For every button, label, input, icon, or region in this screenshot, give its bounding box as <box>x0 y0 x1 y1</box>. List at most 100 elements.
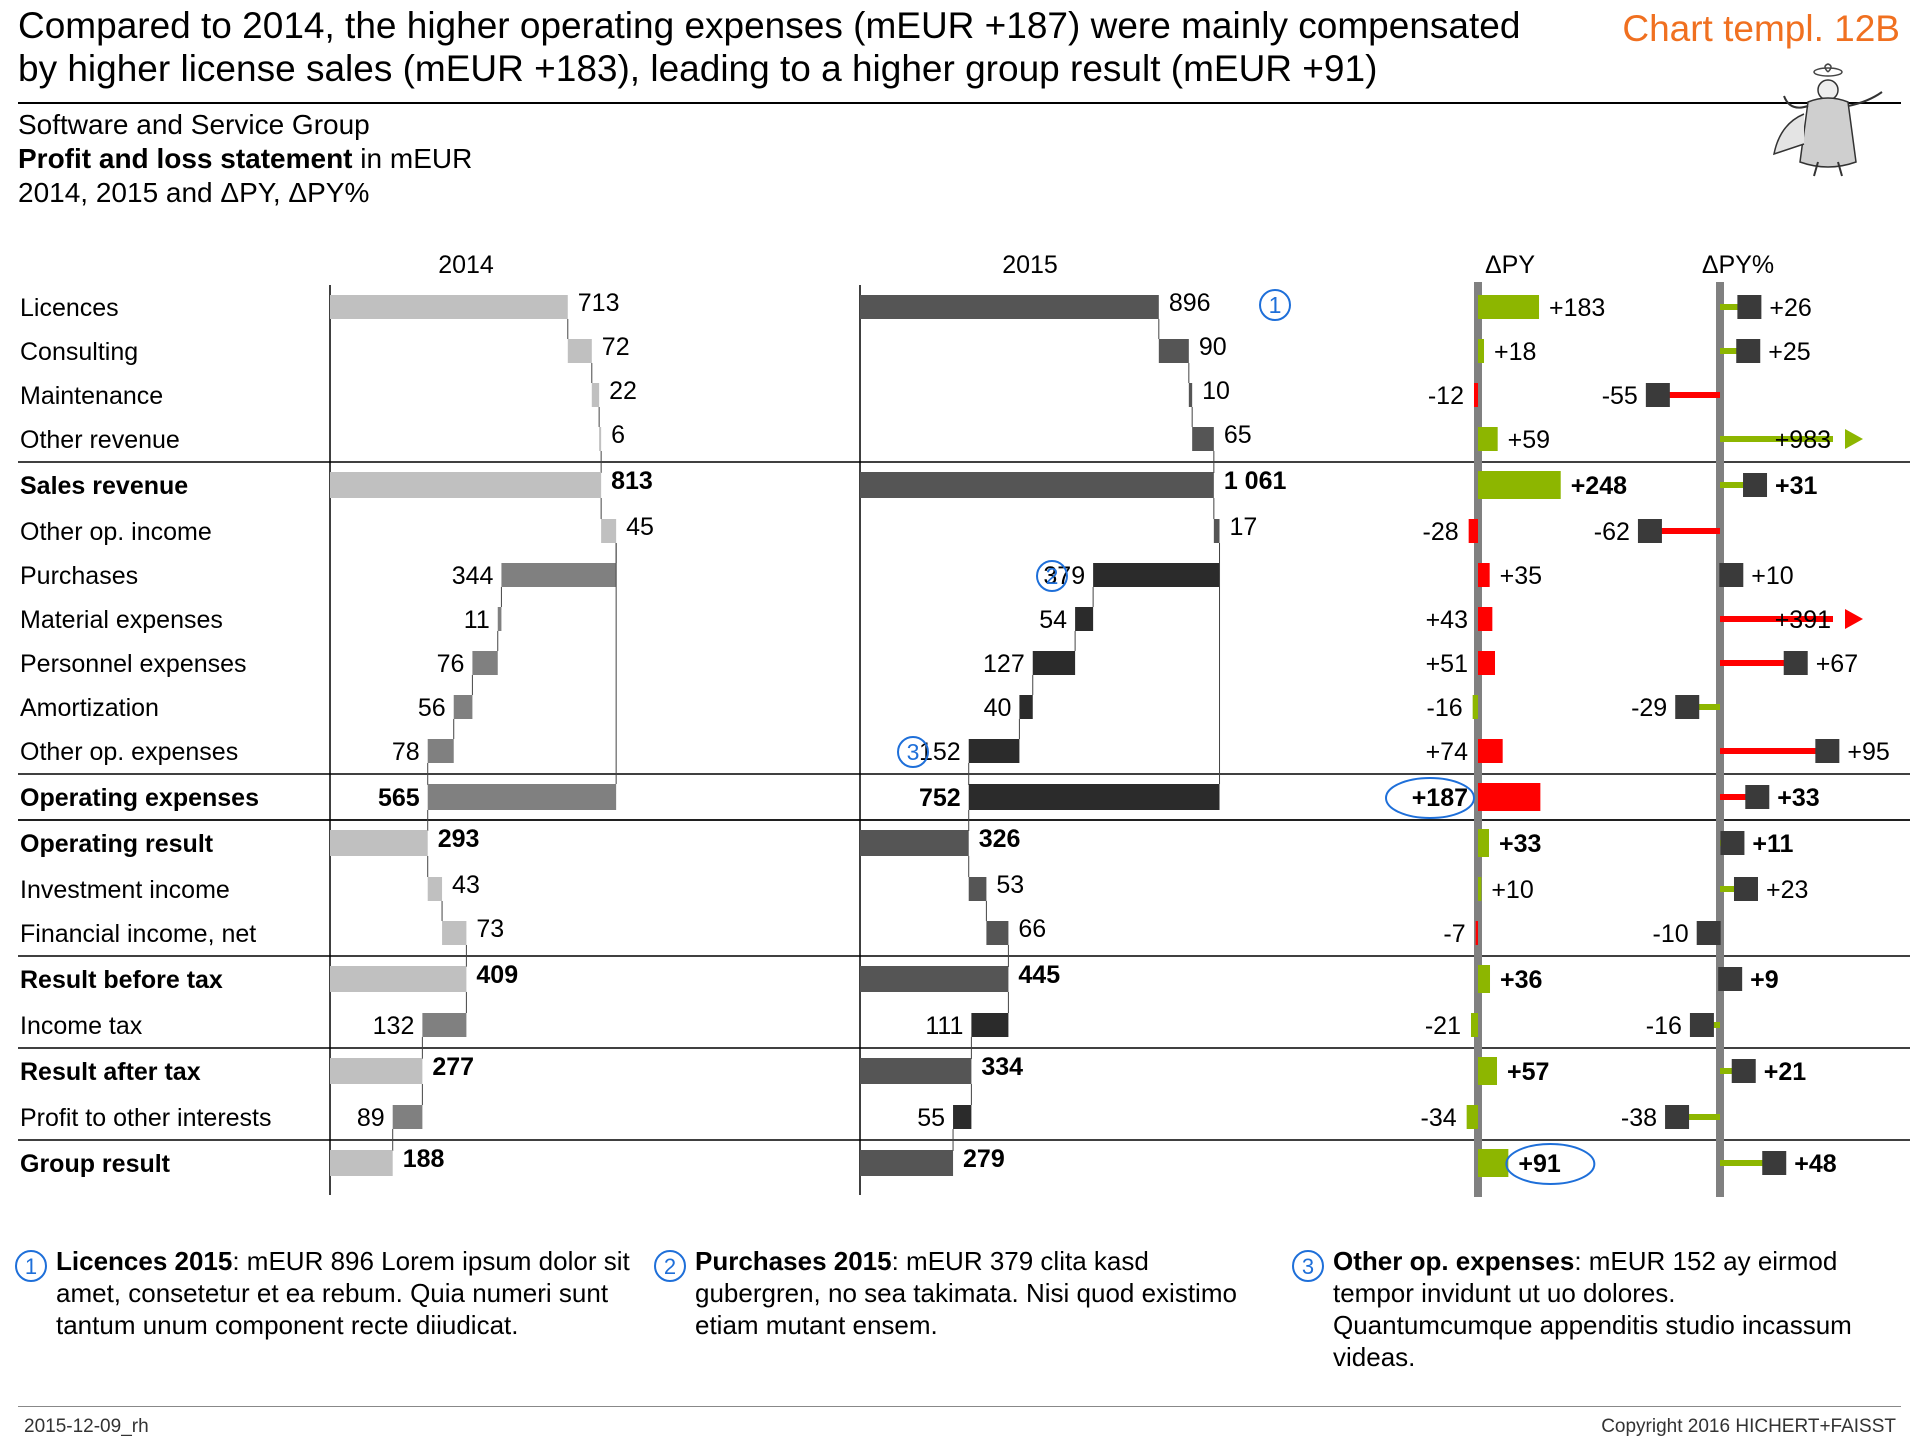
delta-bar-4 <box>1478 471 1561 499</box>
bar-2015-bar-0 <box>860 295 1159 319</box>
callout-1-icon: 1 <box>15 1250 47 1282</box>
row-label-2: Maintenance <box>20 382 163 410</box>
delta-bar-16 <box>1470 1013 1478 1037</box>
delta-label-3: +59 <box>1508 426 1550 454</box>
delta-highlight-19 <box>1505 1143 1596 1185</box>
bar-2015-bar-4 <box>860 472 1214 498</box>
bar-2014-bar-8 <box>472 651 498 675</box>
delta-label-15: +36 <box>1500 966 1542 994</box>
delta-bar-0 <box>1478 295 1540 319</box>
row-label-4: Sales revenue <box>20 472 188 500</box>
callout-3-marker <box>897 736 929 768</box>
pct-label-19: +48 <box>1794 1150 1837 1178</box>
bar-2014-bar-2 <box>591 383 600 407</box>
bar-2014-label-0: 713 <box>578 289 620 317</box>
bar-2014-bar-18 <box>392 1105 423 1129</box>
pct-overflow-arrow-7 <box>1845 609 1863 629</box>
bar-2015-label-19: 279 <box>963 1145 1005 1173</box>
bar-2015-label-18: 55 <box>917 1104 945 1132</box>
bar-2014-label-3: 6 <box>611 421 625 449</box>
delta-bar-13 <box>1478 877 1482 901</box>
bar-2014-label-10: 78 <box>392 738 420 766</box>
pct-marker-2 <box>1645 383 1670 407</box>
bar-2015-label-0: 896 <box>1169 289 1211 317</box>
pct-label-8: +67 <box>1816 650 1858 678</box>
pct-label-3: +983 <box>1775 426 1831 454</box>
row-label-3: Other revenue <box>20 426 180 454</box>
delta-label-17: +57 <box>1507 1058 1549 1086</box>
row-label-14: Financial income, net <box>20 920 256 948</box>
delta-label-6: +35 <box>1500 562 1542 590</box>
bar-2014-label-18: 89 <box>357 1104 385 1132</box>
pct-label-6: +10 <box>1751 562 1793 590</box>
pct-marker-12 <box>1720 831 1745 855</box>
delta-label-0: +183 <box>1549 294 1605 322</box>
row-label-10: Other op. expenses <box>20 738 238 766</box>
row-label-0: Licences <box>20 294 119 322</box>
bar-2015-bar-17 <box>860 1058 972 1084</box>
row-label-5: Other op. income <box>20 518 212 546</box>
bar-2014-bar-0 <box>330 295 568 319</box>
delta-label-10: +74 <box>1426 738 1469 766</box>
pct-label-9: -29 <box>1631 694 1667 722</box>
pct-label-15: +9 <box>1750 966 1779 994</box>
delta-bar-15 <box>1478 965 1491 993</box>
bar-2014-bar-9 <box>453 695 473 719</box>
bar-2015-label-14: 66 <box>1018 915 1046 943</box>
title-line-1: Compared to 2014, the higher operating e… <box>18 5 1521 46</box>
bar-2015-bar-18 <box>953 1105 972 1129</box>
bar-2015-bar-19 <box>860 1150 954 1176</box>
bar-2015-label-4: 1 061 <box>1224 467 1287 495</box>
delta-label-18: -34 <box>1421 1104 1457 1132</box>
callout-3-number: 3 <box>1302 1254 1314 1279</box>
company-name: Software and Service Group <box>18 109 370 140</box>
footnote-3: 3 Other op. expenses: mEUR 152 ay eirmod… <box>1292 1245 1873 1373</box>
bar-2014-bar-14 <box>442 921 467 945</box>
column-header-1: 2015 <box>1002 251 1058 279</box>
pct-label-1: +25 <box>1768 338 1810 366</box>
bar-2014-bar-1 <box>567 339 592 363</box>
delta-bar-8 <box>1478 651 1496 675</box>
delta-label-9: -16 <box>1427 694 1463 722</box>
delta-bar-14 <box>1475 921 1478 945</box>
row-label-11: Operating expenses <box>20 784 259 812</box>
bar-2015-label-1: 90 <box>1199 333 1227 361</box>
row-label-7: Material expenses <box>20 606 223 634</box>
pct-overflow-arrow-3 <box>1845 429 1863 449</box>
delta-label-11: +187 <box>1412 784 1468 812</box>
bar-2015-bar-8 <box>1032 651 1076 675</box>
chart-subtitle: Software and Service Group Profit and lo… <box>18 108 472 210</box>
callout-2-number: 2 <box>664 1254 676 1279</box>
row-label-8: Personnel expenses <box>20 650 247 678</box>
delta-bar-2 <box>1473 383 1478 407</box>
delta-bar-19 <box>1478 1149 1509 1177</box>
footer-copyright: Copyright 2016 HICHERT+FAISST <box>1601 1416 1896 1437</box>
footer-date: 2015-12-09_rh <box>24 1416 149 1437</box>
pct-label-5: -62 <box>1594 518 1630 546</box>
row-label-16: Income tax <box>20 1012 143 1040</box>
pct-marker-1 <box>1736 339 1761 363</box>
bar-2015-label-15: 445 <box>1018 961 1060 989</box>
pct-marker-16 <box>1689 1013 1714 1037</box>
footer-divider <box>18 1406 1901 1407</box>
pct-marker-9 <box>1675 695 1700 719</box>
bar-2015-bar-5 <box>1213 519 1220 543</box>
bar-2015-label-9: 40 <box>984 694 1012 722</box>
callout-3-marker-number: 3 <box>907 739 920 765</box>
footnote-1: 1 Licences 2015: mEUR 896 Lorem ipsum do… <box>15 1245 636 1341</box>
delta-label-2: -12 <box>1428 382 1464 410</box>
bar-2014-bar-12 <box>330 830 428 856</box>
delta-bar-12 <box>1478 829 1490 857</box>
row-label-19: Group result <box>20 1150 171 1178</box>
footnote-3-text: : mEUR 152 ay eirmod tempor invidunt ut … <box>1333 1246 1852 1372</box>
bar-2014-label-11: 565 <box>378 784 420 812</box>
statement-unit: in mEUR <box>352 143 473 174</box>
bar-2014-label-7: 11 <box>464 606 490 634</box>
pct-label-12: +11 <box>1752 830 1793 858</box>
pl-waterfall-chart: 2014 2015 ΔPY ΔPY% 713 72 22 6 813 45 344 11 76 56 78 5… <box>18 251 1910 1197</box>
bar-2015-label-7: 54 <box>1039 606 1067 634</box>
pct-marker-13 <box>1733 877 1758 901</box>
delta-label-14: -7 <box>1443 920 1465 948</box>
bar-2014-label-14: 73 <box>476 915 504 943</box>
pct-marker-5 <box>1637 519 1662 543</box>
